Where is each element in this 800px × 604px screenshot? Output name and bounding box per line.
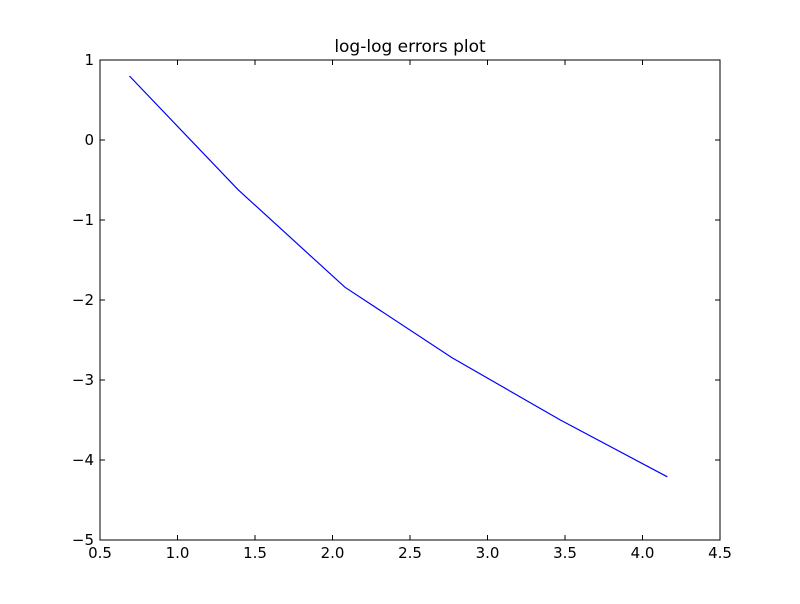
x-tick-label: 3.0: [476, 544, 500, 562]
x-tick-label: 2.0: [321, 544, 345, 562]
x-tick-label: 1.0: [166, 544, 190, 562]
x-tick-label: 4.0: [631, 544, 655, 562]
x-tick-label: 4.5: [708, 544, 732, 562]
series-layer: [129, 75, 668, 478]
ticks-layer: 0.5 1.0 1.5 2.0 2.5 3.0 3.5 4.0 4.5 1 0 −1 −2 −3 −4 −5: [72, 51, 732, 562]
y-tick-label: −1: [72, 211, 94, 229]
y-tick-label: −4: [72, 451, 94, 469]
plot-frame: [99, 59, 721, 541]
chart-title: log-log errors plot: [334, 37, 486, 57]
series-line: [129, 75, 668, 478]
x-tick-label: 0.5: [88, 544, 112, 562]
x-tick-label: 1.5: [243, 544, 267, 562]
x-tick-label: 2.5: [398, 544, 422, 562]
y-tick-label: 0: [84, 131, 94, 149]
y-tick-label: −3: [72, 371, 94, 389]
y-tick-label: 1: [84, 51, 94, 69]
y-tick-label: −5: [72, 531, 94, 549]
y-tick-label: −2: [72, 291, 94, 309]
x-tick-label: 3.5: [553, 544, 577, 562]
